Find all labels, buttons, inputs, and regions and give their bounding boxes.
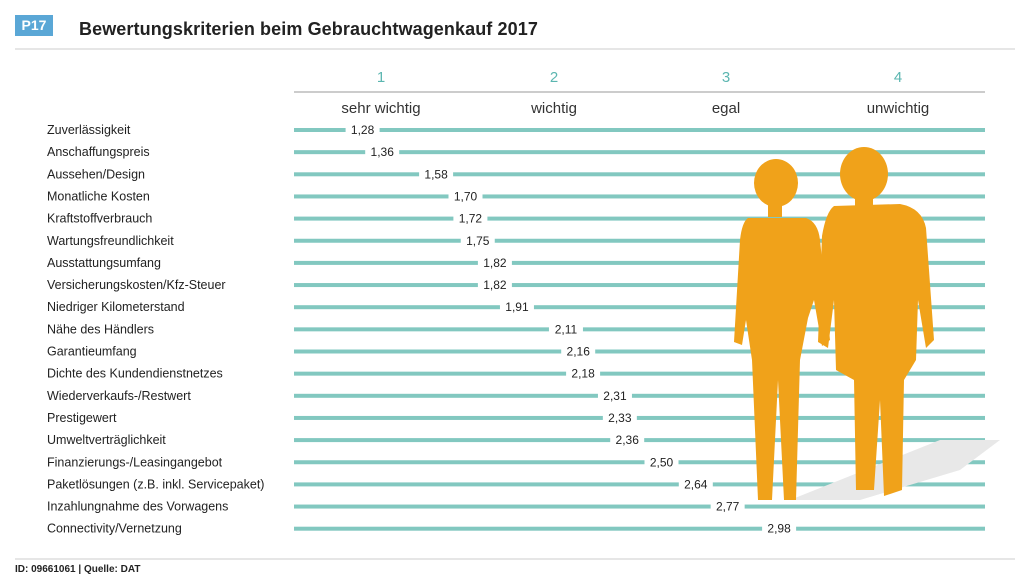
row-line	[294, 260, 985, 265]
value-marker	[610, 432, 645, 449]
row-label: Umweltverträglichkeit	[47, 433, 166, 447]
row-line	[294, 393, 985, 398]
value-label: 2,18	[571, 367, 595, 381]
value-label: 1,91	[505, 300, 529, 314]
row-line	[294, 371, 985, 376]
row-label: Paketlösungen (z.B. inkl. Servicepaket)	[47, 477, 264, 491]
row-label: Nähe des Händlers	[47, 322, 154, 336]
scale-number-4: 4	[894, 69, 902, 86]
row-label: Versicherungskosten/Kfz-Steuer	[47, 278, 226, 292]
row-line	[294, 415, 985, 420]
row-label: Ausstattungsumfang	[47, 256, 161, 270]
value-marker	[566, 365, 601, 382]
row-label: Kraftstoffverbrauch	[47, 212, 152, 226]
page-badge: P17	[15, 15, 53, 36]
row-line	[294, 150, 985, 155]
value-marker	[710, 498, 745, 515]
value-label: 1,72	[459, 212, 483, 226]
value-label: 1,82	[483, 278, 507, 292]
value-label: 2,11	[555, 322, 578, 336]
value-marker	[365, 144, 400, 161]
value-label: 2,98	[767, 522, 791, 536]
value-label: 1,58	[424, 167, 448, 181]
row-line	[294, 460, 985, 465]
value-label: 2,64	[684, 477, 708, 491]
value-label: 1,75	[466, 234, 490, 248]
row-label: Aussehen/Design	[47, 167, 145, 181]
scale-label-2: wichtig	[530, 100, 577, 117]
value-marker	[419, 166, 454, 183]
row-label: Garantieumfang	[47, 345, 137, 359]
scale-number-3: 3	[722, 69, 730, 86]
value-marker	[499, 299, 534, 316]
row-line	[294, 238, 985, 243]
value-marker	[453, 210, 488, 227]
chart-title: Bewertungskriterien beim Gebrauchtwagenk…	[79, 19, 538, 39]
row-line	[294, 349, 985, 354]
value-label: 2,36	[616, 433, 640, 447]
value-marker	[597, 387, 632, 404]
row-label: Prestigewert	[47, 411, 117, 425]
value-label: 2,16	[567, 345, 591, 359]
row-line	[294, 482, 985, 487]
value-label: 1,28	[351, 123, 375, 137]
scale-label-4: unwichtig	[867, 100, 930, 117]
row-label: Finanzierungs-/Leasingangebot	[47, 455, 223, 469]
row-label: Anschaffungspreis	[47, 145, 150, 159]
row-label: Wiederverkaufs-/Restwert	[47, 389, 191, 403]
source-footer: ID: 09661061 | Quelle: DAT	[15, 564, 141, 575]
value-marker	[644, 454, 679, 471]
row-label: Connectivity/Vernetzung	[47, 522, 182, 536]
value-marker	[477, 277, 512, 294]
row-line	[294, 327, 985, 332]
row-line	[294, 504, 985, 509]
row-line	[294, 305, 985, 310]
bottom-divider	[15, 558, 1015, 560]
scale-label-3: egal	[712, 100, 740, 117]
value-marker	[345, 122, 380, 138]
value-marker	[678, 476, 713, 493]
value-marker	[548, 321, 583, 338]
row-line	[294, 194, 985, 199]
value-label: 1,70	[454, 189, 478, 203]
value-label: 1,82	[483, 256, 507, 270]
value-label: 2,50	[650, 455, 674, 469]
row-label: Dichte des Kundendienstnetzes	[47, 367, 223, 381]
scale-label-1: sehr wichtig	[341, 100, 420, 117]
people-silhouette-icon	[734, 147, 1000, 500]
value-label: 1,36	[371, 145, 395, 159]
scale-number-2: 2	[550, 69, 558, 86]
row-line	[294, 526, 985, 531]
value-marker	[561, 343, 596, 360]
value-marker	[762, 520, 797, 537]
row-label: Inzahlungnahme des Vorwagens	[47, 500, 228, 514]
row-line	[294, 283, 985, 288]
row-line	[294, 172, 985, 177]
value-label: 2,77	[716, 500, 740, 514]
row-label: Niedriger Kilometerstand	[47, 300, 185, 314]
row-line	[294, 128, 985, 132]
scale-number-1: 1	[377, 69, 385, 86]
value-label: 2,31	[603, 389, 627, 403]
row-label: Monatliche Kosten	[47, 189, 150, 203]
row-line	[294, 216, 985, 221]
value-label: 2,33	[608, 411, 632, 425]
value-marker	[460, 232, 495, 249]
row-label: Zuverlässigkeit	[47, 123, 131, 137]
value-marker	[448, 188, 483, 205]
value-marker	[602, 409, 637, 426]
row-label: Wartungsfreundlichkeit	[47, 234, 174, 248]
top-divider	[15, 48, 1015, 50]
value-marker	[477, 254, 512, 271]
